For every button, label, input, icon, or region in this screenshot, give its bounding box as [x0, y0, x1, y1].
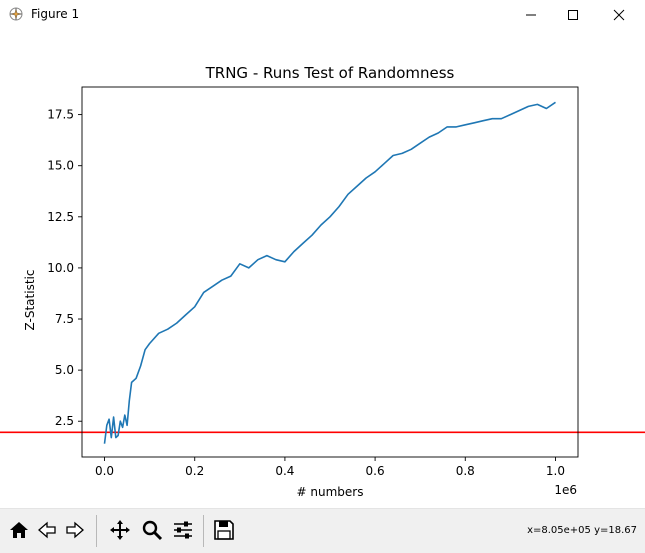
minimize-icon [526, 14, 536, 16]
x-axis-label: # numbers [297, 485, 364, 499]
y-tick-label: 10.0 [47, 261, 74, 275]
close-button[interactable] [596, 0, 642, 30]
figure-app-icon [9, 7, 23, 21]
figure-canvas[interactable]: TRNG - Runs Test of Randomness 0.0 0.2 0.4… [0, 30, 645, 508]
save-icon [214, 520, 234, 540]
zoom-button[interactable] [139, 517, 165, 543]
axes-frame [81, 86, 579, 458]
maximize-button[interactable] [550, 0, 596, 30]
x-offset-label: 1e6 [554, 483, 577, 497]
chart-title: TRNG - Runs Test of Randomness [205, 64, 455, 82]
forward-icon [66, 521, 84, 539]
series-line [103, 101, 556, 444]
x-tick-label: 0.8 [456, 464, 475, 478]
home-button[interactable] [6, 517, 32, 543]
y-tick-label: 15.0 [47, 159, 74, 173]
configure-subplots-button[interactable] [170, 517, 196, 543]
forward-button[interactable] [62, 517, 88, 543]
x-tick-label: 0.2 [185, 464, 204, 478]
y-tick-label: 12.5 [47, 210, 74, 224]
x-tick-label: 0.0 [95, 464, 114, 478]
maximize-icon [568, 10, 578, 20]
x-tick-label: 0.4 [275, 464, 294, 478]
y-tick-label: 2.5 [55, 414, 74, 428]
chart-svg: TRNG - Runs Test of Randomness 0.0 0.2 0.4… [0, 64, 645, 499]
y-tick-label: 17.5 [47, 108, 74, 122]
pan-button[interactable] [107, 517, 133, 543]
back-button[interactable] [34, 517, 60, 543]
y-axis-label: Z-Statistic [23, 270, 37, 331]
configure-subplots-icon [174, 521, 192, 539]
x-tick-label: 0.6 [366, 464, 385, 478]
y-tick-label: 7.5 [55, 312, 74, 326]
pan-icon [110, 520, 130, 540]
zoom-icon [142, 520, 163, 541]
cursor-coordinates: x=8.05e+05 y=18.67 [527, 525, 637, 536]
y-tick-label: 5.0 [55, 363, 74, 377]
back-icon [38, 521, 56, 539]
window-title: Figure 1 [31, 7, 80, 21]
x-tick-label: 1.0 [546, 464, 565, 478]
close-icon [613, 9, 625, 21]
minimize-button[interactable] [508, 0, 554, 30]
window-titlebar: Figure 1 [0, 0, 645, 30]
save-button[interactable] [211, 517, 237, 543]
toolbar-separator [96, 515, 97, 547]
navigation-toolbar: x=8.05e+05 y=18.67 [0, 508, 645, 553]
home-icon [10, 522, 28, 538]
toolbar-separator [203, 515, 204, 547]
